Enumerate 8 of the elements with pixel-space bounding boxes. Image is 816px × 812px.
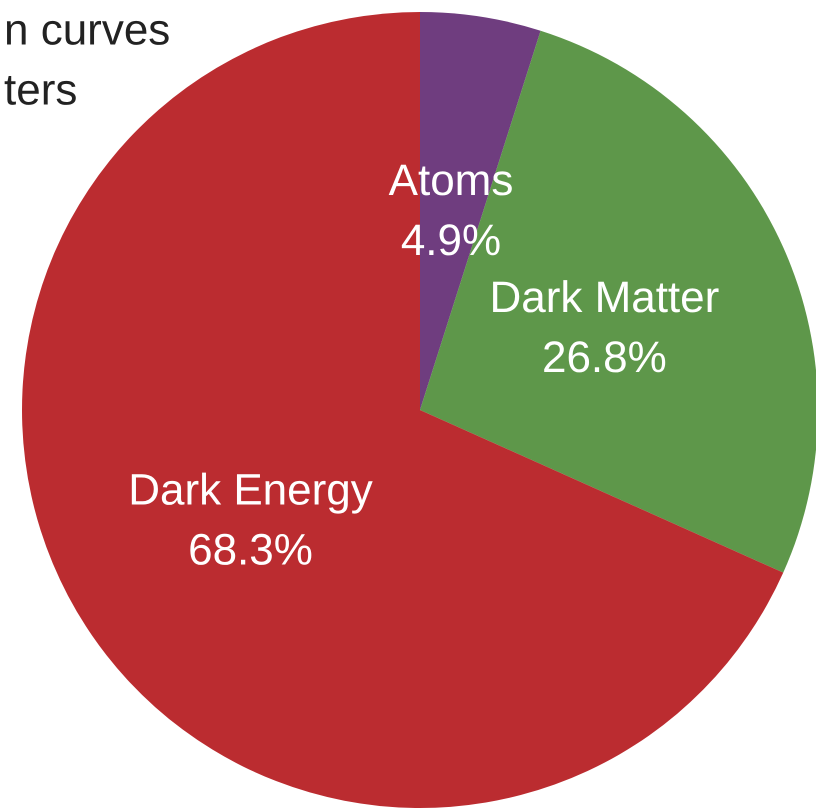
slice-label: Dark Matter bbox=[489, 272, 720, 322]
data-label: 4.9% bbox=[400, 216, 502, 265]
data-label: 26.8% bbox=[542, 332, 667, 382]
slice-label: Dark Energy bbox=[128, 465, 373, 514]
text: n curves bbox=[4, 6, 170, 54]
slice-label: Atoms bbox=[388, 156, 514, 205]
data-label: 68.3% bbox=[188, 525, 313, 574]
text: ters bbox=[4, 66, 78, 114]
